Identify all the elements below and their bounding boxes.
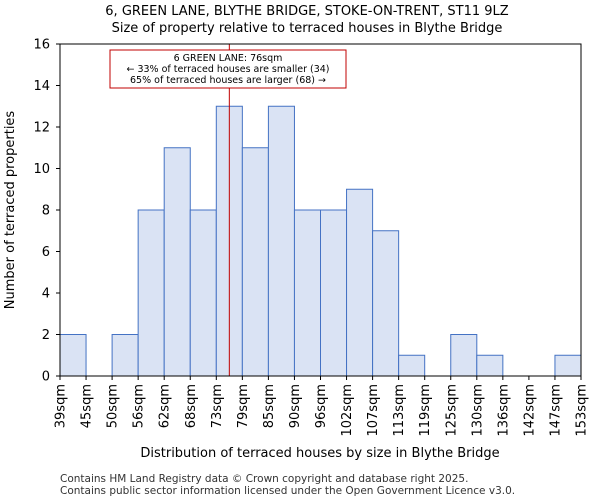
bar-90sqm [293, 209, 322, 377]
x-tick-label: 125sqm [444, 384, 459, 437]
x-tick-label: 119sqm [418, 384, 433, 437]
annotation-box: 6 GREEN LANE: 76sqm ← 33% of terraced ho… [109, 49, 347, 89]
x-tick-label: 102sqm [340, 384, 355, 437]
y-tick-label: 8 [42, 204, 50, 219]
footer-line-1: Contains HM Land Registry data © Crown c… [60, 473, 468, 485]
x-tick-label: 130sqm [470, 384, 485, 437]
x-tick-label: 107sqm [366, 384, 381, 437]
y-tick-label: 12 [33, 121, 50, 136]
y-axis-ticks: 0 2 4 6 8 10 12 14 16 [33, 38, 60, 385]
x-axis-label: Distribution of terraced houses by size … [140, 446, 499, 461]
bar-102sqm [346, 188, 374, 377]
bar-50sqm [111, 334, 139, 377]
bars [59, 105, 582, 377]
bar-113sqm [398, 354, 426, 377]
chart-subtitle: Size of property relative to terraced ho… [112, 21, 503, 36]
footer-line-2: Contains public sector information licen… [60, 485, 515, 497]
bar-107sqm [372, 230, 400, 377]
x-tick-label: 62sqm [158, 384, 173, 428]
bar-79sqm [241, 147, 269, 377]
plot-frame [59, 43, 582, 377]
y-tick-label: 2 [42, 328, 50, 343]
x-tick-label: 56sqm [132, 384, 147, 428]
x-tick-label: 153sqm [575, 384, 590, 437]
bar-85sqm [267, 105, 295, 377]
annotation-line-2: ← 33% of terraced houses are smaller (34… [126, 64, 329, 75]
y-tick-label: 16 [33, 38, 50, 53]
x-tick-label: 79sqm [236, 384, 251, 428]
x-tick-label: 50sqm [106, 384, 121, 428]
bar-147sqm [554, 354, 582, 377]
annotation-border [109, 49, 347, 89]
annotation-line-3: 65% of terraced houses are larger (68) → [130, 75, 326, 86]
x-tick-label: 73sqm [210, 384, 225, 428]
y-axis-label: Number of terraced properties [3, 111, 18, 310]
x-tick-label: 68sqm [184, 384, 199, 428]
x-tick-label: 113sqm [392, 384, 407, 437]
y-tick-label: 0 [42, 370, 50, 385]
y-tick-label: 14 [33, 79, 50, 94]
bar-130sqm [476, 354, 504, 377]
bar-56sqm [137, 209, 165, 377]
bar-96sqm [320, 209, 348, 377]
x-tick-label: 39sqm [54, 384, 69, 428]
x-tick-label: 136sqm [496, 384, 511, 437]
bar-68sqm [189, 209, 217, 377]
x-tick-label: 85sqm [262, 384, 277, 428]
bar-62sqm [163, 147, 191, 377]
bar-125sqm [450, 334, 478, 377]
x-axis-ticks: 39sqm 45sqm 50sqm 56sqm 62sqm 68sqm 73sqm 79sqm… [54, 376, 590, 437]
annotation-line-1: 6 GREEN LANE: 76sqm [174, 53, 283, 64]
x-tick-label: 96sqm [314, 384, 329, 428]
y-tick-label: 4 [42, 287, 50, 302]
x-tick-label: 90sqm [288, 384, 303, 428]
x-tick-label: 45sqm [80, 384, 95, 428]
y-tick-label: 10 [33, 162, 50, 177]
x-tick-label: 147sqm [548, 384, 563, 437]
y-tick-label: 6 [42, 245, 50, 260]
bar-39sqm [59, 334, 87, 377]
chart-title: 6, GREEN LANE, BLYTHE BRIDGE, STOKE-ON-T… [105, 4, 509, 19]
x-tick-label: 142sqm [522, 384, 537, 437]
